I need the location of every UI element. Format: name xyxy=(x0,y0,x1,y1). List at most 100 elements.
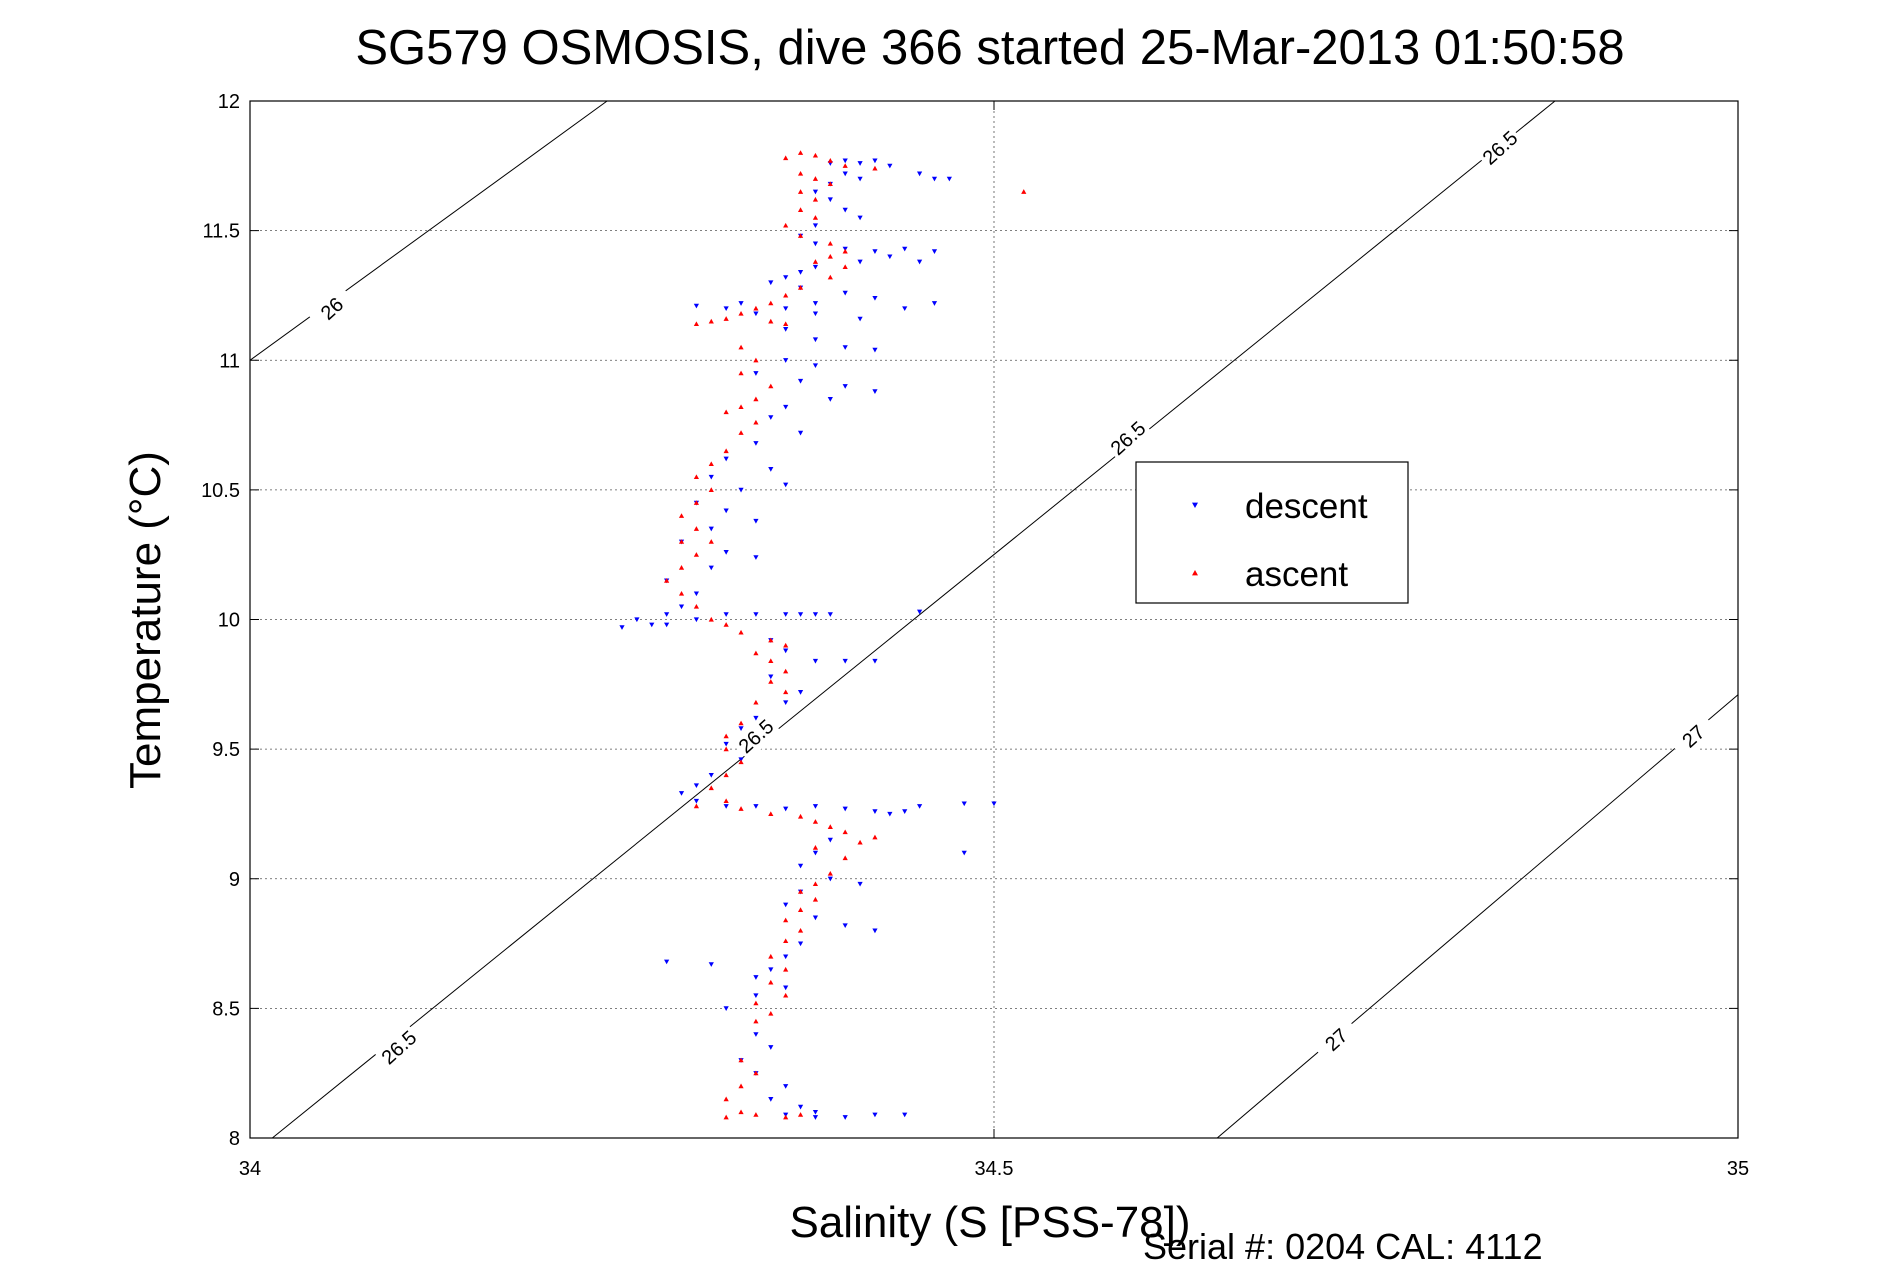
ascent-point xyxy=(708,461,714,467)
descent-point xyxy=(753,1032,759,1037)
ascent-point xyxy=(842,163,848,168)
ascent-point xyxy=(783,222,789,228)
ascent-point xyxy=(768,811,774,817)
ascent-point xyxy=(827,240,833,246)
ascent-point xyxy=(768,383,774,389)
descent-point xyxy=(961,801,967,807)
descent-point xyxy=(768,674,774,680)
descent-point xyxy=(753,441,759,446)
y-tick-label: 8 xyxy=(229,1128,240,1150)
descent-point xyxy=(678,791,685,796)
ascent-point xyxy=(738,344,744,350)
ascent-point xyxy=(797,233,804,238)
descent-point xyxy=(693,591,699,597)
x-axis-ticks: 34 34.5 35 xyxy=(239,101,1749,1180)
ascent-point xyxy=(827,158,833,163)
ascent-point xyxy=(708,487,714,492)
ascent-point xyxy=(797,813,804,819)
y-tick-label: 9.5 xyxy=(212,739,240,761)
descent-point xyxy=(693,303,699,309)
serial-cal-footer: Serial #: 0204 CAL: 4112 xyxy=(1143,1226,1543,1262)
ascent-point xyxy=(797,150,804,155)
descent-point xyxy=(783,612,789,617)
descent-point xyxy=(797,612,804,617)
descent-point xyxy=(708,565,714,571)
descent-point xyxy=(783,275,789,280)
descent-point xyxy=(664,959,670,965)
descent-point xyxy=(917,804,923,809)
descent-point xyxy=(812,264,819,270)
descent-point xyxy=(812,915,819,921)
descent-point xyxy=(723,550,729,555)
ascent-point xyxy=(812,176,819,181)
descent-point xyxy=(783,902,789,908)
x-tick-label: 35 xyxy=(1727,1158,1749,1180)
descent-point xyxy=(812,301,819,306)
ascent-point xyxy=(797,1112,804,1117)
ascent-point xyxy=(797,207,804,212)
descent-point xyxy=(872,249,878,254)
ascent-point xyxy=(783,321,789,327)
descent-point xyxy=(827,197,833,203)
contour-label-bg xyxy=(1668,711,1719,761)
descent-point xyxy=(708,474,714,480)
descent-point xyxy=(768,967,774,973)
contour-label-bg xyxy=(373,1022,424,1072)
descent-point xyxy=(931,249,938,254)
descent-point xyxy=(872,347,878,353)
ascent-point xyxy=(827,824,833,829)
descent-point xyxy=(783,806,789,812)
descent-point xyxy=(872,658,878,664)
descent-point xyxy=(842,158,848,164)
descent-point xyxy=(753,975,759,980)
y-axis-label: Temperature (°C) xyxy=(121,451,170,789)
y-axis-ticks: 8 8.5 9 9.5 10 10.5 11 11.5 12 xyxy=(201,91,1738,1150)
descent-point xyxy=(753,612,759,617)
ascent-point xyxy=(723,1114,729,1120)
ascent-point xyxy=(812,881,819,887)
descent-point xyxy=(812,850,819,856)
ascent-point xyxy=(678,565,685,570)
ascent-point xyxy=(693,526,699,531)
descent-point xyxy=(842,1115,848,1120)
descent-point xyxy=(664,612,670,617)
ascent-point xyxy=(768,300,774,306)
y-tick-label: 8.5 xyxy=(212,998,240,1020)
descent-point xyxy=(753,804,759,809)
contour-label-bg xyxy=(306,284,357,333)
ascent-point xyxy=(723,746,729,752)
descent-point xyxy=(783,700,789,706)
ascent-point xyxy=(693,321,699,327)
ascent-point xyxy=(723,798,729,804)
ascent-point xyxy=(783,917,789,923)
ascent-point xyxy=(797,189,804,194)
descent-point xyxy=(619,625,625,630)
ascent-point xyxy=(753,419,759,425)
descent-point xyxy=(931,176,938,182)
descent-point xyxy=(812,612,819,617)
x-tick-label: 34 xyxy=(239,1158,261,1180)
descent-point xyxy=(768,1045,774,1050)
descent-point xyxy=(753,311,759,317)
descent-point xyxy=(797,1104,804,1110)
contour-label-bg xyxy=(1474,123,1525,173)
ascent-point xyxy=(783,966,789,972)
descent-point xyxy=(812,337,819,343)
descent-point xyxy=(857,176,863,182)
descent-point xyxy=(887,163,893,169)
contour-line-27 xyxy=(1216,694,1739,1139)
chart-title: SG579 OSMOSIS, dive 366 started 25-Mar-2… xyxy=(355,21,1624,75)
ascent-point xyxy=(753,1112,759,1117)
descent-point xyxy=(827,612,833,617)
descent-point xyxy=(991,801,997,807)
contour-label-bg xyxy=(1102,413,1153,463)
ascent-point xyxy=(723,316,729,321)
descent-point xyxy=(842,345,848,350)
ascent-point xyxy=(753,699,759,705)
ascent-point xyxy=(842,829,848,835)
descent-point xyxy=(649,622,655,628)
descent-point xyxy=(753,715,759,721)
ascent-point xyxy=(812,196,819,202)
ascent-point xyxy=(857,839,863,845)
